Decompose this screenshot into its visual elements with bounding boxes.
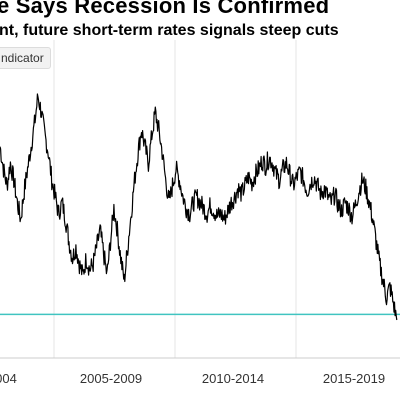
x-tick-label: 004: [0, 371, 17, 386]
series-layer: [0, 93, 398, 321]
x-tick-label: 2015-2019: [322, 371, 386, 386]
x-tick-label: 2005-2009: [79, 371, 143, 386]
legend-item: ndicator: [0, 47, 51, 69]
series-line-0: [0, 93, 398, 321]
x-tick-label: 2010-2014: [201, 371, 265, 386]
chart-title: e Says Recession Is Confirmed: [0, 0, 330, 18]
gridlines: [53, 40, 297, 358]
chart-subtitle: nt, future short-term rates signals stee…: [0, 22, 339, 39]
